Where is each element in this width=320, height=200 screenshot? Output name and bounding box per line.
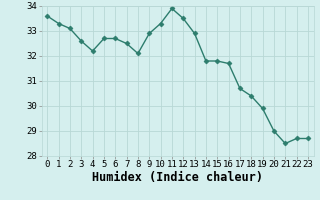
X-axis label: Humidex (Indice chaleur): Humidex (Indice chaleur) bbox=[92, 171, 263, 184]
